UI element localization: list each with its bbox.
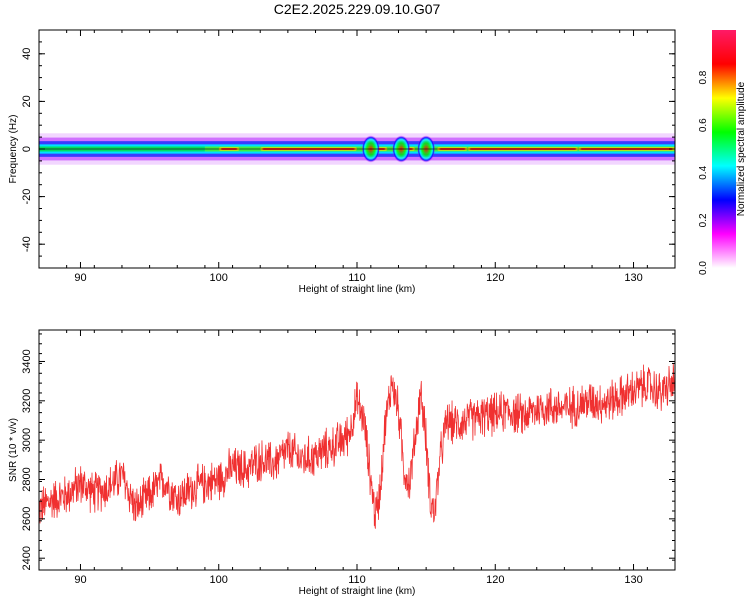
colorbar-ticks: 0.0 0.2 0.4 0.6 0.8	[698, 70, 709, 275]
spectrogram-x-tick-label: 130	[624, 272, 642, 284]
snr-y-tick-label: 3400	[21, 349, 33, 373]
snr-x-tick-label: 130	[624, 574, 642, 586]
colorbar-tick-label: 0.8	[698, 70, 709, 84]
colorbar-gradient	[712, 30, 736, 268]
spectrogram-y-tick-label: -40	[21, 236, 33, 252]
snr-y-axis-label: SNR (10 * v/v)	[8, 418, 19, 482]
colorbar: 0.0 0.2 0.4 0.6 0.8 Normalized spectral ampl…	[698, 30, 747, 275]
spectrogram-y-tick-label: 40	[21, 48, 33, 60]
snr-series-line	[39, 363, 675, 529]
colorbar-tick-label: 0.6	[698, 118, 709, 132]
spectrogram-x-tick-label: 110	[348, 272, 366, 284]
snr-panel: 90 100 110 120 130 2400 2600 2800 3000 3200 3400 H…	[8, 329, 676, 597]
spectrogram-x-axis-label: Height of straight line (km)	[299, 284, 416, 295]
spectrogram-y-tick-label: 20	[21, 95, 33, 107]
spectrogram-x-tick-label: 120	[486, 272, 504, 284]
spectrogram-panel: 90 100 110 120 130 40 20 0 -20 -40 Height of stra…	[8, 29, 676, 295]
snr-plot-area	[39, 330, 675, 570]
colorbar-label: Normalized spectral amplitude	[736, 81, 747, 216]
spectrogram-band	[39, 133, 675, 165]
spectrogram-x-tick-label: 90	[74, 272, 86, 284]
spectrogram-y-tick-label: 0	[21, 146, 33, 152]
spectrogram-y-axis-label: Frequency (Hz)	[8, 115, 19, 184]
snr-y-tick-label: 2800	[21, 467, 33, 491]
snr-y-tick-label: 3200	[21, 389, 33, 413]
snr-y-tick-label: 2400	[21, 546, 33, 570]
snr-ticks: 90 100 110 120 130 2400 2600 2800 3000 3200 3400	[21, 330, 676, 586]
colorbar-tick-label: 0.4	[698, 165, 709, 179]
spectrogram-ticks: 90 100 110 120 130 40 20 0 -20 -40	[21, 29, 676, 284]
snr-x-tick-label: 120	[486, 574, 504, 586]
colorbar-tick-label: 0.0	[698, 261, 709, 275]
snr-y-tick-label: 2600	[21, 507, 33, 531]
snr-x-axis-label: Height of straight line (km)	[299, 586, 416, 597]
snr-y-tick-label: 3000	[21, 428, 33, 452]
chart-title: C2E2.2025.229.09.10.G07	[274, 1, 441, 17]
spectrogram-y-tick-label: -20	[21, 189, 33, 205]
colorbar-tick-label: 0.2	[698, 213, 709, 227]
spectrogram-x-tick-label: 100	[210, 272, 228, 284]
snr-x-tick-label: 110	[348, 574, 366, 586]
snr-x-tick-label: 100	[210, 574, 228, 586]
snr-x-tick-label: 90	[74, 574, 86, 586]
